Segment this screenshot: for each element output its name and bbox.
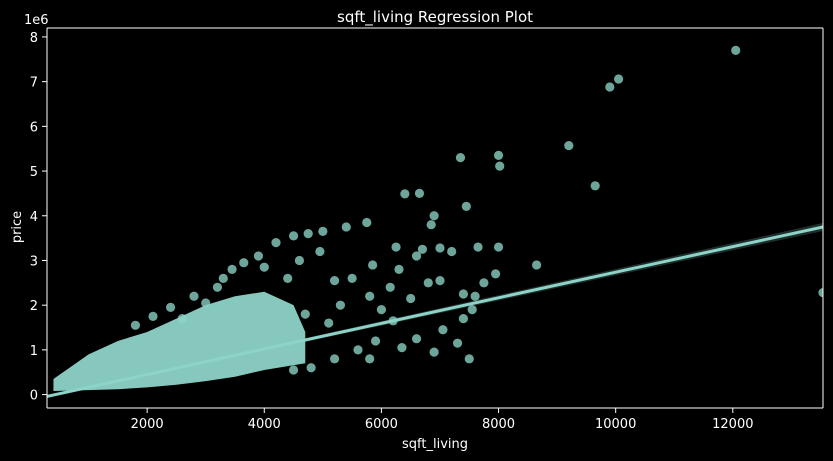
scatter-point: [300, 309, 310, 319]
scatter-point: [365, 354, 375, 364]
x-tick-label: 4000: [248, 417, 281, 432]
y-tick-label: 2: [30, 299, 38, 314]
scatter-point: [429, 347, 439, 357]
scatter-point: [473, 242, 483, 252]
scatter-point: [347, 273, 357, 283]
scatter-point: [212, 282, 223, 292]
x-axis-label: sqft_living: [402, 437, 468, 452]
scatter-point: [467, 305, 477, 315]
x-tick-label: 6000: [365, 417, 398, 432]
scatter-point: [564, 140, 574, 151]
scatter-point: [283, 273, 293, 283]
x-tick-label: 12000: [712, 417, 753, 432]
scatter-point: [458, 289, 469, 299]
scatter-point: [479, 278, 489, 288]
scatter-point: [435, 243, 445, 253]
y-tick-label: 7: [30, 76, 38, 91]
scatter-point: [259, 262, 269, 272]
scatter-point: [731, 45, 741, 55]
scatter-point: [414, 188, 425, 199]
scatter-point: [605, 82, 615, 92]
scatter-point: [458, 313, 469, 324]
scatter-point: [438, 325, 448, 335]
scatter-point: [391, 242, 401, 252]
scatter-point: [455, 153, 466, 163]
y-tick-label: 1: [30, 344, 38, 359]
scatter-point: [491, 269, 501, 279]
y-axis-label: price: [10, 211, 25, 243]
y-tick-label: 4: [30, 210, 38, 225]
scatter-point: [376, 305, 387, 315]
scatter-point: [368, 260, 378, 270]
scatter-point: [423, 278, 433, 288]
scatter-point: [470, 291, 480, 301]
scatter-point: [189, 291, 199, 301]
scatter-point: [353, 345, 363, 355]
scatter-point: [165, 302, 176, 313]
scatter-point: [130, 320, 141, 330]
scatter-point: [218, 273, 228, 283]
scatter-point: [201, 298, 211, 308]
y-tick-label: 8: [30, 31, 38, 46]
dense-point-cloud: [53, 291, 306, 392]
scatter-point: [253, 251, 264, 261]
scatter-point: [532, 260, 542, 270]
scatter-point: [818, 288, 823, 298]
scatter-point: [495, 161, 505, 171]
y-axis-multiplier: 1e6: [24, 13, 49, 28]
y-tick-label: 5: [30, 165, 38, 180]
y-tick-label: 0: [30, 389, 38, 404]
scatter-point: [400, 189, 410, 199]
scatter-point: [452, 338, 463, 348]
scatter-point: [177, 313, 187, 324]
scatter-point: [397, 343, 407, 353]
y-tick-label: 3: [30, 254, 38, 269]
scatter-point: [329, 354, 340, 364]
scatter-point: [426, 220, 436, 230]
scatter-point: [306, 363, 316, 373]
plot-area: [47, 45, 823, 398]
scatter-point: [227, 264, 237, 275]
x-tick-label: 8000: [482, 417, 515, 432]
scatter-point: [335, 300, 346, 310]
scatter-point: [461, 201, 471, 211]
scatter-point: [329, 275, 340, 286]
scatter-point: [370, 336, 381, 346]
axes: 2000 4000 6000 8000 10000 12000 0 1 2 3 4 5 6 7 8: [30, 27, 824, 432]
scatter-point: [324, 318, 334, 328]
scatter-point: [429, 211, 439, 221]
scatter-point: [365, 291, 375, 301]
chart-title: sqft_living Regression Plot: [337, 8, 533, 27]
x-tick-label: 2000: [131, 417, 164, 432]
scatter-point: [411, 251, 422, 261]
scatter-point: [447, 246, 457, 257]
scatter-point: [614, 74, 624, 84]
scatter-point: [493, 242, 504, 252]
scatter-point: [271, 237, 281, 248]
scatter-point: [315, 246, 325, 257]
scatter-point: [411, 334, 422, 344]
x-tick-label: 10000: [595, 417, 636, 432]
scatter-point: [590, 181, 600, 191]
scatter-point: [417, 244, 428, 254]
scatter-point: [288, 231, 299, 241]
y-tick-label: 6: [30, 120, 38, 135]
scatter-point: [288, 365, 299, 375]
scatter-point: [464, 354, 474, 364]
scatter-point: [435, 275, 445, 286]
scatter-point: [493, 150, 504, 161]
scatter-point: [385, 282, 395, 292]
scatter-point: [406, 293, 416, 304]
scatter-point: [318, 226, 328, 237]
regression-line: [47, 225, 823, 398]
scatter-point: [341, 222, 351, 232]
scatter-point: [148, 311, 158, 321]
scatter-point: [239, 258, 249, 268]
scatter-point: [394, 264, 404, 275]
scatter-point: [303, 229, 313, 239]
scatter-point: [362, 217, 372, 228]
scatter-point: [294, 255, 305, 266]
